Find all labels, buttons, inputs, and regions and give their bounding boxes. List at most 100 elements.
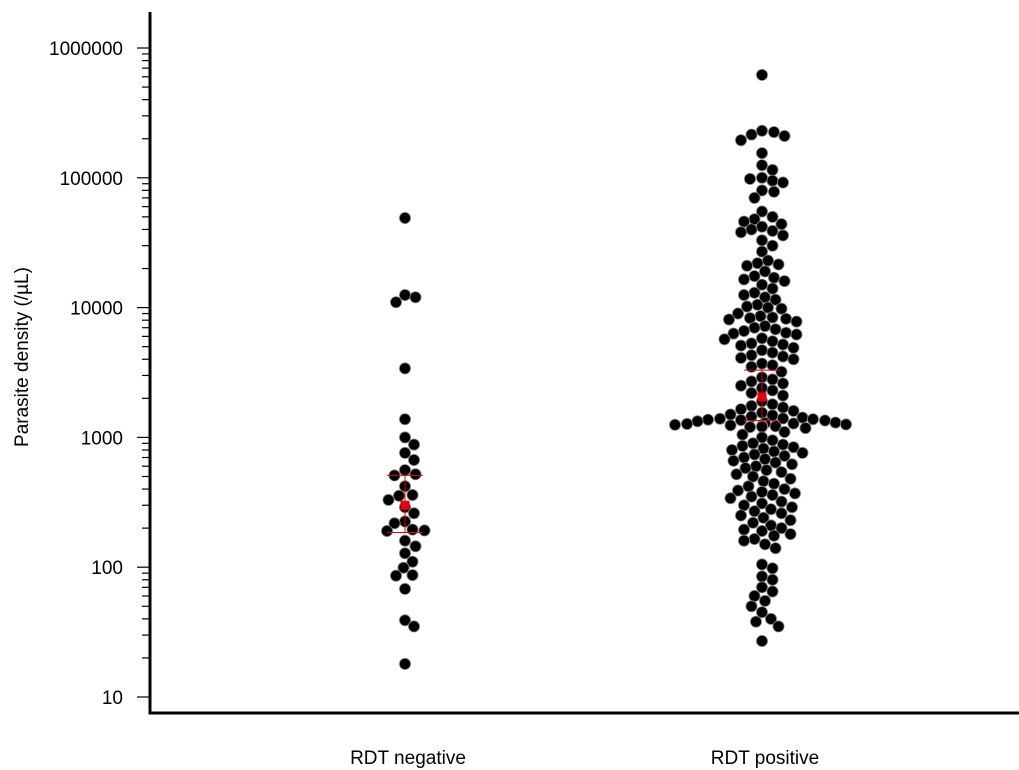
- data-point: [807, 413, 820, 426]
- data-point: [756, 606, 769, 619]
- data-point: [756, 171, 769, 184]
- data-point: [407, 507, 420, 520]
- data-point: [766, 384, 779, 397]
- data-point: [744, 312, 757, 325]
- data-point: [756, 159, 769, 172]
- data-point: [724, 419, 737, 432]
- data-point: [382, 493, 395, 506]
- data-point: [778, 129, 791, 142]
- data-point: [730, 468, 743, 481]
- data-point: [735, 351, 748, 364]
- data-point: [766, 239, 779, 252]
- data-point: [745, 360, 758, 373]
- data-point: [739, 462, 752, 475]
- data-point: [766, 359, 779, 372]
- data-point: [766, 373, 779, 386]
- data-point: [756, 635, 769, 648]
- data-point: [756, 278, 769, 291]
- data-point: [748, 533, 761, 546]
- data-point: [766, 282, 779, 295]
- data-point: [727, 327, 740, 340]
- data-point: [766, 562, 779, 575]
- data-point: [745, 223, 758, 236]
- data-point: [775, 365, 788, 378]
- data-point: [388, 517, 401, 530]
- data-point: [745, 337, 758, 350]
- data-point: [757, 511, 770, 524]
- data-point: [398, 288, 411, 301]
- data-point: [766, 346, 779, 359]
- data-point: [732, 484, 745, 497]
- data-point: [750, 460, 763, 473]
- data-point: [409, 468, 422, 481]
- y-tick-label: 10: [102, 688, 123, 709]
- data-point: [406, 555, 419, 568]
- data-point: [744, 172, 757, 185]
- data-point: [772, 258, 785, 271]
- y-axis-ticks: [137, 47, 150, 698]
- data-point: [727, 454, 740, 467]
- data-point: [398, 362, 411, 375]
- data-point: [741, 300, 754, 313]
- data-point: [756, 245, 769, 258]
- data-point: [796, 446, 809, 459]
- data-point: [398, 413, 411, 426]
- data-point: [766, 585, 779, 598]
- data-point: [745, 399, 758, 412]
- data-point: [742, 480, 755, 493]
- data-point: [756, 344, 769, 357]
- data-point: [790, 328, 803, 341]
- data-point: [748, 191, 761, 204]
- data-point: [747, 437, 760, 450]
- data-point: [744, 421, 757, 434]
- data-point: [787, 441, 800, 454]
- data-point: [681, 417, 694, 430]
- data-point: [398, 582, 411, 595]
- data-point: [766, 311, 779, 324]
- data-point: [735, 403, 748, 416]
- data-point: [829, 416, 842, 429]
- data-point: [738, 273, 751, 286]
- data-point: [787, 341, 800, 354]
- data-point: [759, 265, 772, 278]
- data-point: [738, 288, 751, 301]
- data-point: [766, 210, 779, 223]
- data-point: [789, 487, 802, 500]
- data-point: [389, 296, 402, 309]
- data-point: [766, 163, 779, 176]
- data-point: [756, 234, 769, 247]
- data-point: [389, 569, 402, 582]
- data-point: [738, 499, 751, 512]
- data-point: [787, 417, 800, 430]
- data-point: [735, 134, 748, 147]
- data-point: [756, 68, 769, 81]
- data-point: [736, 439, 749, 452]
- data-point: [840, 418, 853, 431]
- data-point: [735, 226, 748, 239]
- data-point: [777, 338, 790, 351]
- data-point: [765, 503, 778, 516]
- data-point: [778, 425, 791, 438]
- data-point: [769, 456, 782, 469]
- y-tick-label: 100: [91, 558, 123, 579]
- data-point: [784, 528, 797, 541]
- data-point: [766, 398, 779, 411]
- data-points: [380, 68, 853, 670]
- data-point: [775, 302, 788, 315]
- summary-center-marker: [400, 500, 410, 510]
- data-point: [766, 434, 779, 447]
- data-point: [778, 275, 791, 288]
- data-point: [691, 415, 704, 428]
- data-point: [406, 523, 419, 536]
- data-point: [398, 211, 411, 224]
- data-point: [780, 312, 793, 325]
- data-point: [407, 453, 420, 466]
- data-point: [756, 184, 769, 197]
- data-point: [784, 514, 797, 527]
- data-point: [777, 176, 790, 189]
- data-point: [756, 525, 769, 538]
- data-point: [777, 377, 790, 390]
- data-point: [723, 313, 736, 326]
- data-point: [769, 323, 782, 336]
- data-point: [786, 458, 799, 471]
